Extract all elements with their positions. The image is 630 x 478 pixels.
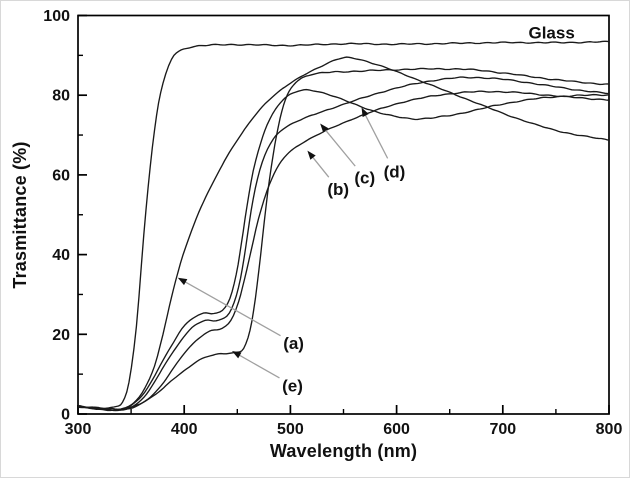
curve-d <box>78 88 609 411</box>
y-tick-label: 60 <box>52 167 70 184</box>
x-axis-title: Wavelength (nm) <box>269 441 418 461</box>
annotation-arrow-c <box>324 129 356 167</box>
annotation-arrow-a <box>184 281 281 337</box>
x-tick-label: 300 <box>65 421 92 438</box>
curve-a <box>78 56 609 410</box>
y-tick-label: 80 <box>52 88 70 105</box>
y-tick-label: 100 <box>43 8 70 25</box>
annotation-arrow-d <box>364 114 389 159</box>
curve-e <box>78 67 609 412</box>
curve-glass <box>78 40 609 410</box>
annotation-arrowhead-a <box>177 277 188 286</box>
y-axis-title: Trasmittance (%) <box>10 141 30 289</box>
annotation-arrowhead-b <box>307 150 316 160</box>
x-tick-label: 500 <box>277 421 304 438</box>
annotation-arrow-b <box>311 156 330 178</box>
x-tick-label: 600 <box>383 421 410 438</box>
x-tick-label: 800 <box>596 421 623 438</box>
annotation-label-a: (a) <box>283 334 304 353</box>
x-tick-label: 400 <box>171 421 198 438</box>
annotation-label-e: (e) <box>282 376 303 395</box>
annotation-arrowhead-d <box>361 107 369 118</box>
x-tick-label: 700 <box>489 421 516 438</box>
annotation-label-d: (d) <box>384 163 406 182</box>
curve-b <box>78 90 609 412</box>
curve-c <box>78 76 609 411</box>
annotation-arrow-e <box>238 354 280 379</box>
annotation-arrowhead-e <box>231 351 242 359</box>
y-tick-label: 20 <box>52 327 70 344</box>
annotation-arrowhead-c <box>320 123 329 133</box>
y-tick-label: 40 <box>52 247 70 264</box>
annotation-label-b: (b) <box>327 180 349 199</box>
annotation-label-glass: Glass <box>528 24 574 43</box>
y-tick-label: 0 <box>61 407 70 424</box>
annotation-label-c: (c) <box>354 169 375 188</box>
